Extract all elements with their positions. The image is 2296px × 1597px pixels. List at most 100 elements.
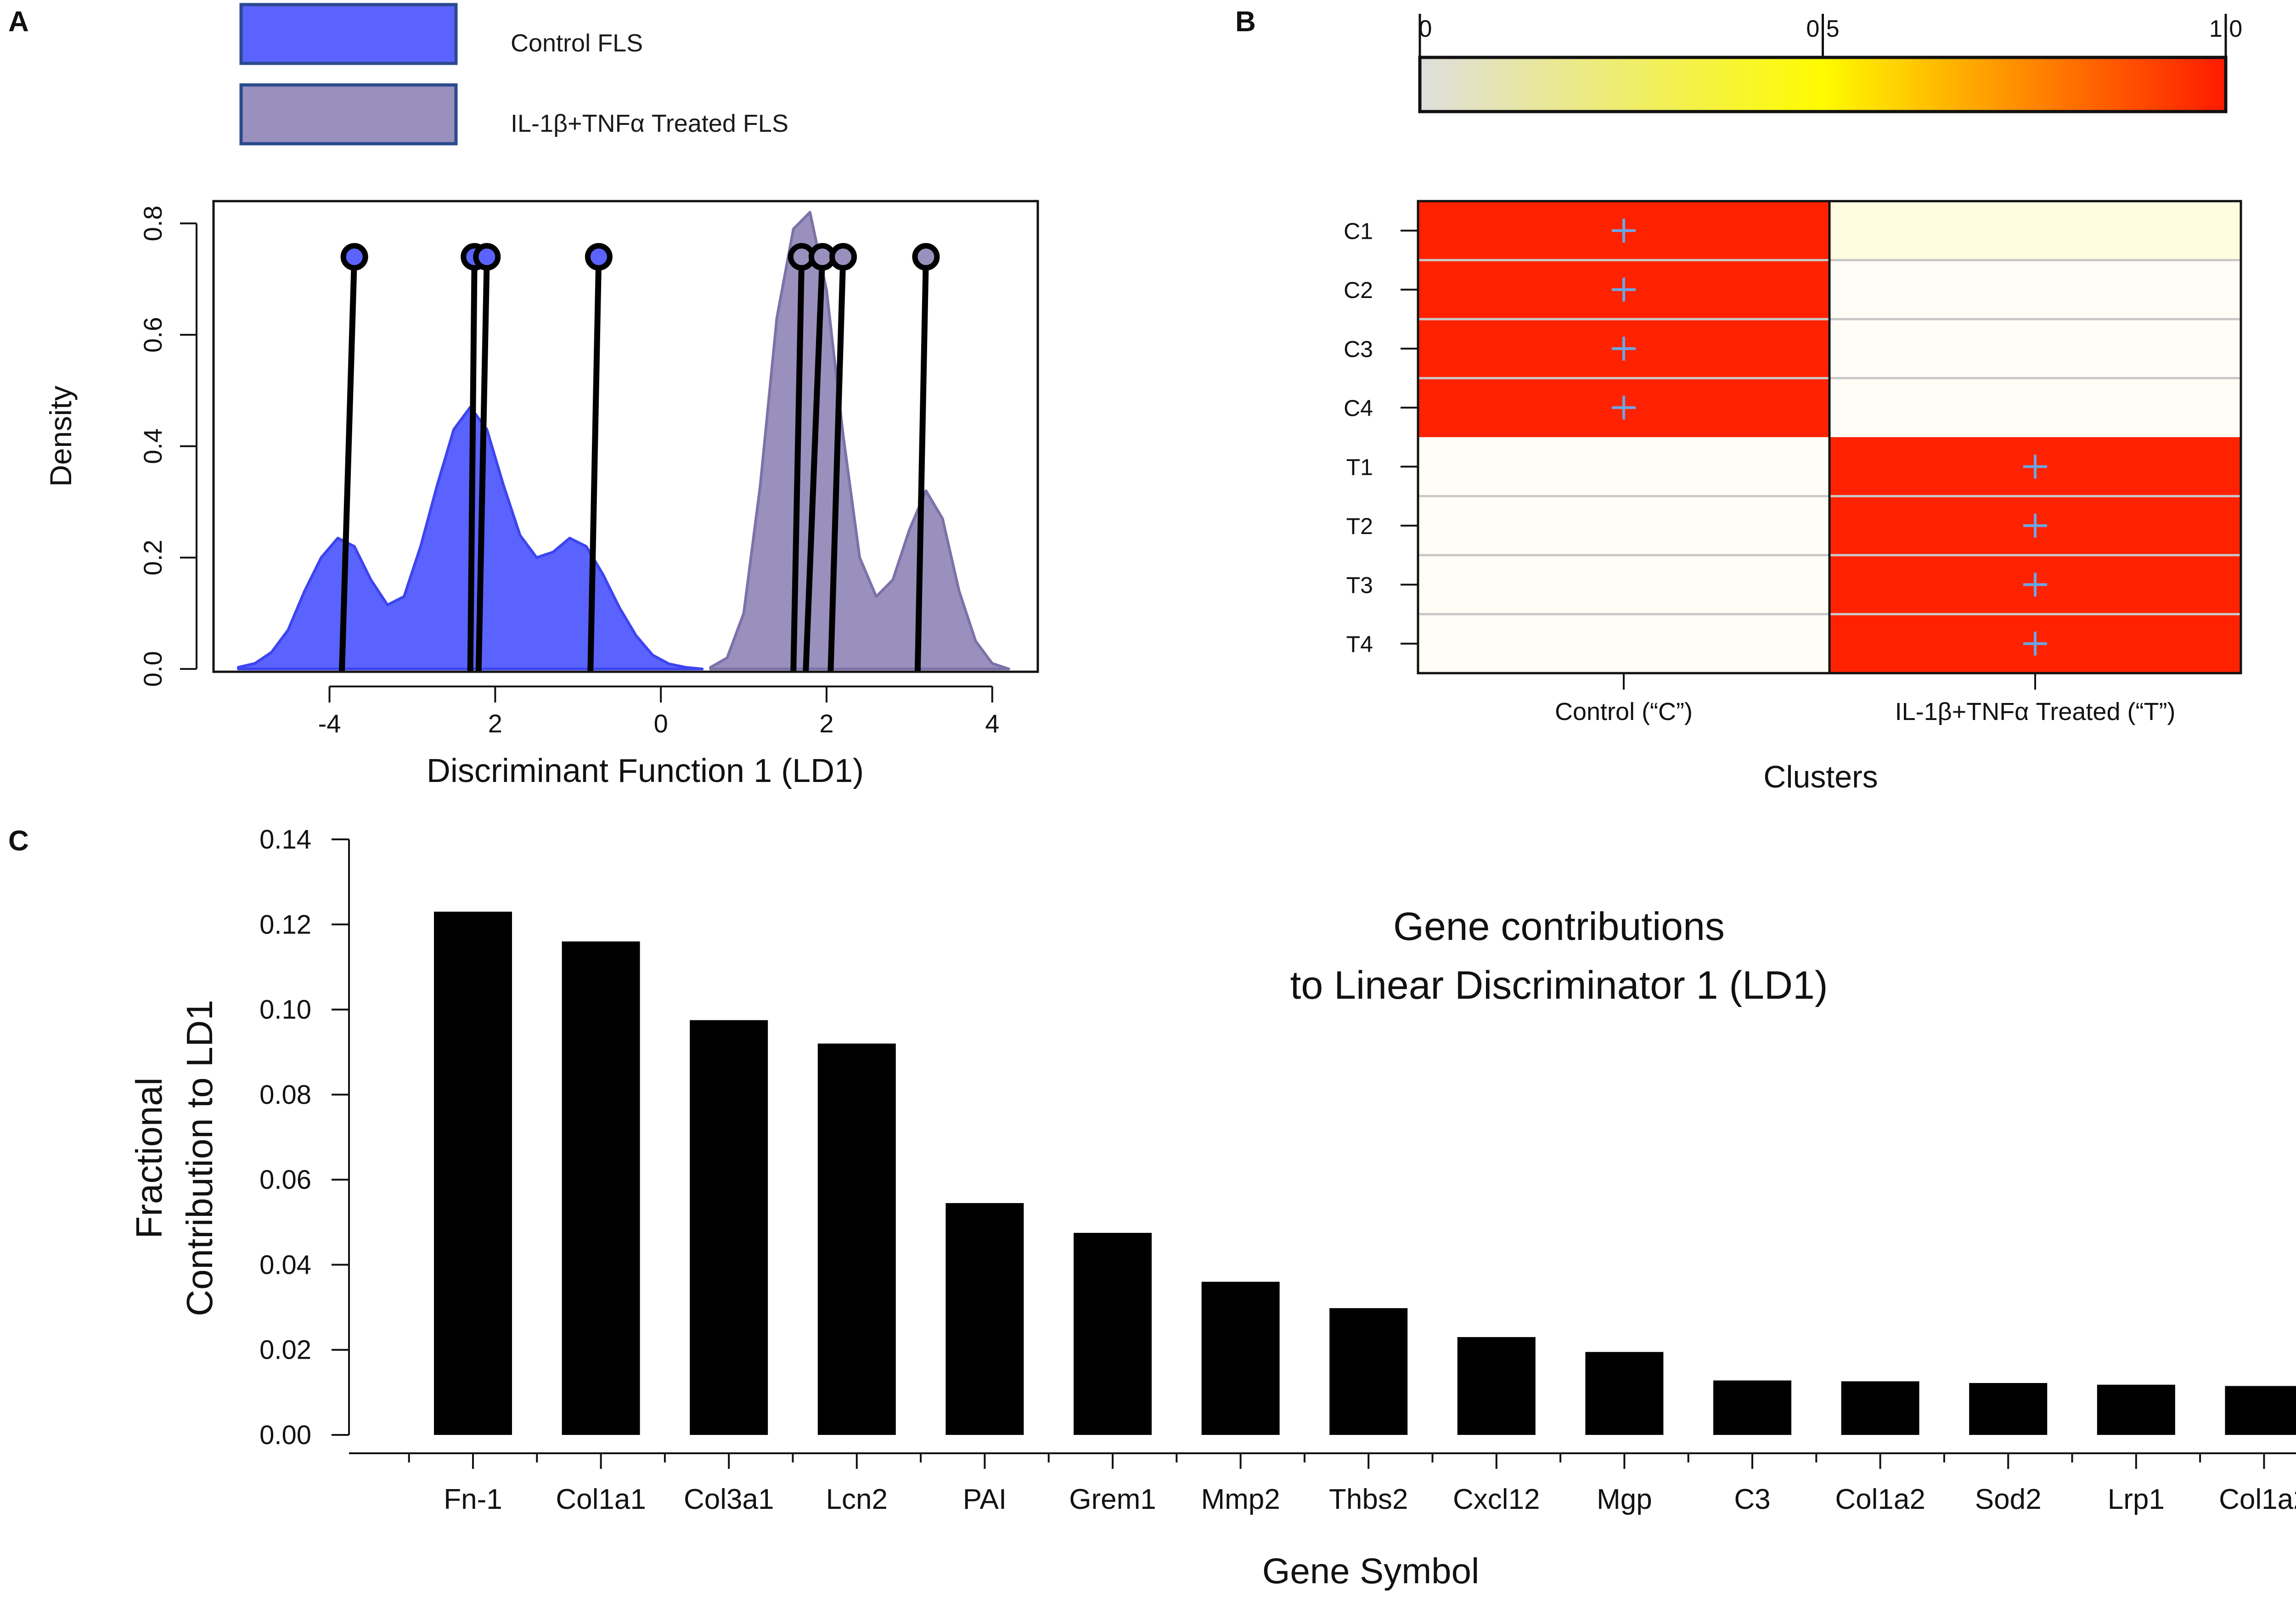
heatmap-row-labels: C1 C2 C3 C4 T1 T2 T3 T4 xyxy=(1344,218,1418,657)
contribution-y-axis-label-line: Fractional xyxy=(129,1077,169,1238)
heatmap-row-label: C2 xyxy=(1344,277,1373,303)
panel-label-a: A xyxy=(8,6,29,38)
heatmap-row-label: C4 xyxy=(1344,395,1373,421)
contribution-x-tick-label: Cxcl12 xyxy=(1453,1484,1540,1515)
heatmap-plus-icon xyxy=(1612,337,1636,361)
contribution-x-tick-label: C3 xyxy=(1734,1484,1770,1515)
heatmap-plus-icon xyxy=(1612,277,1636,302)
heatmap-column-label: IL-1β+TNFα Treated (“T”) xyxy=(1895,698,2176,725)
heatmap-cell xyxy=(1418,614,1829,673)
contribution-x-tick-label: Mgp xyxy=(1597,1484,1652,1515)
contribution-y-tick-label: 0.10 xyxy=(259,995,311,1025)
contribution-bar xyxy=(1713,1380,1791,1435)
density-marker-layer xyxy=(339,243,940,673)
contribution-bar xyxy=(1969,1383,2048,1435)
heatmap-plus-icon xyxy=(1612,395,1636,420)
density-y-tick-label: 0.6 xyxy=(138,317,167,353)
heatmap-cell xyxy=(1829,378,2241,437)
heatmap-column-label: Control (“C”) xyxy=(1555,698,1693,725)
heatmap-frame xyxy=(1417,200,2242,675)
contribution-x-tick-label: Lrp1 xyxy=(2108,1484,2165,1515)
heatmap-cell xyxy=(1829,319,2241,378)
contribution-x-tick-label: Fn-1 xyxy=(444,1484,502,1515)
heatmap-row-label: T3 xyxy=(1346,572,1373,598)
density-marker-stem xyxy=(790,253,805,673)
colorbar-tick-label: 0 xyxy=(1419,16,1432,42)
density-y-tick-label: 0.2 xyxy=(138,540,167,575)
heatmap-cell xyxy=(1418,496,1829,555)
density-y-axis: 0.0 0.2 0.4 0.6 0.8 xyxy=(138,206,197,687)
heatmap-column-labels: Control (“C”) IL-1β+TNFα Treated (“T”) xyxy=(1555,673,2175,725)
contribution-y-tick-label: 0.00 xyxy=(259,1420,311,1450)
contribution-bar xyxy=(690,1020,768,1435)
density-y-axis-label: Density xyxy=(44,386,78,487)
heatmap-cell xyxy=(1829,201,2241,260)
contribution-y-tick-label: 0.14 xyxy=(259,825,311,855)
density-marker-stem xyxy=(475,253,490,673)
heatmap-row-label: T2 xyxy=(1346,513,1373,539)
density-legend: Control FLS IL-1β+TNFα Treated FLS xyxy=(239,3,788,146)
contribution-x-tick-label: Grem1 xyxy=(1069,1484,1156,1515)
legend-swatch-treated xyxy=(239,83,458,146)
heatmap-chart: C1 C2 C3 C4 T1 T2 T3 T4 Control (“C”) IL-1β+TNFα… xyxy=(1344,200,2242,794)
heatmap-row-label: C3 xyxy=(1344,336,1373,362)
density-x-tick-label: -4 xyxy=(318,709,341,738)
density-x-tick-label: 4 xyxy=(985,709,999,738)
contribution-x-tick-label: Sod2 xyxy=(1975,1484,2042,1515)
density-area-treated xyxy=(709,211,1010,670)
heatmap-x-axis-label: Clusters xyxy=(1763,759,1878,794)
contribution-x-tick-label: Col1a2 xyxy=(2219,1484,2296,1515)
contribution-bar xyxy=(1457,1337,1536,1435)
heatmap-cell xyxy=(1418,437,1829,496)
contribution-y-tick-label: 0.12 xyxy=(259,910,311,939)
contribution-x-tick-label: Lcn2 xyxy=(826,1484,888,1515)
contribution-axes: 0.00 0.02 0.04 0.06 0.08 0.10 0.12 0.14 Fn-1 Col1… xyxy=(259,825,2296,1515)
contribution-bar xyxy=(2225,1386,2296,1435)
contribution-chart-title-line: to Linear Discriminator 1 (LD1) xyxy=(1290,963,1828,1007)
colorbar-gradient xyxy=(1418,56,2228,113)
heatmap-plus-icon xyxy=(2023,573,2047,597)
panel-label-b: B xyxy=(1235,6,1256,38)
colorbar-tick-label: 1.0 xyxy=(2209,16,2242,42)
density-plot-frame xyxy=(212,200,1039,673)
density-y-tick-label: 0.8 xyxy=(138,206,167,242)
legend-swatch-control xyxy=(239,3,458,65)
density-marker-point xyxy=(829,243,857,271)
heatmap-row-label: C1 xyxy=(1344,218,1373,244)
contribution-y-tick-label: 0.06 xyxy=(259,1165,311,1195)
heatmap-plus-icon xyxy=(2023,631,2047,656)
legend-label-treated: IL-1β+TNFα Treated FLS xyxy=(511,110,788,137)
density-marker-point xyxy=(912,243,940,271)
heatmap-plus-icon xyxy=(2023,455,2047,479)
density-marker-stem xyxy=(587,253,602,673)
heatmap-row-label: T4 xyxy=(1346,631,1373,657)
density-x-tick-label: 0 xyxy=(654,709,668,738)
density-marker-point xyxy=(585,243,613,271)
contribution-bar xyxy=(1074,1232,1152,1435)
legend-label-control: Control FLS xyxy=(511,29,643,57)
contribution-y-tick-label: 0.02 xyxy=(259,1335,311,1365)
density-y-tick-label: 0.0 xyxy=(138,651,167,687)
contribution-bar xyxy=(1841,1381,1919,1435)
contribution-x-axis-label: Gene Symbol xyxy=(1262,1551,1480,1591)
contribution-chart: Gene contributions to Linear Discriminato… xyxy=(129,825,2296,1591)
contribution-chart-title-line: Gene contributions xyxy=(1393,905,1725,949)
contribution-x-tick-label: Col1a2 xyxy=(1835,1484,1925,1515)
contribution-y-axis-label-line: Contribution to LD1 xyxy=(179,1000,220,1316)
contribution-bar xyxy=(2097,1384,2175,1435)
panel-label-c: C xyxy=(8,825,29,857)
heatmap-plus-icon xyxy=(2023,513,2047,538)
density-x-tick-label: 2 xyxy=(488,709,502,738)
density-x-axis-label: Discriminant Function 1 (LD1) xyxy=(427,753,864,789)
contribution-y-axis-label: Fractional Contribution to LD1 xyxy=(129,1000,220,1316)
contribution-bar xyxy=(817,1043,896,1435)
contribution-y-tick-label: 0.04 xyxy=(259,1250,311,1280)
contribution-x-tick-label: Mmp2 xyxy=(1201,1484,1280,1515)
heatmap-cell xyxy=(1829,260,2241,319)
density-x-axis: -4 2 0 2 4 xyxy=(318,686,999,738)
contribution-y-tick-label: 0.08 xyxy=(259,1080,311,1110)
contribution-x-tick-label: Col1a1 xyxy=(556,1484,646,1515)
contribution-bar xyxy=(945,1203,1024,1435)
contribution-x-tick-label: Col3a1 xyxy=(684,1484,774,1515)
density-marker-stem xyxy=(467,253,478,673)
